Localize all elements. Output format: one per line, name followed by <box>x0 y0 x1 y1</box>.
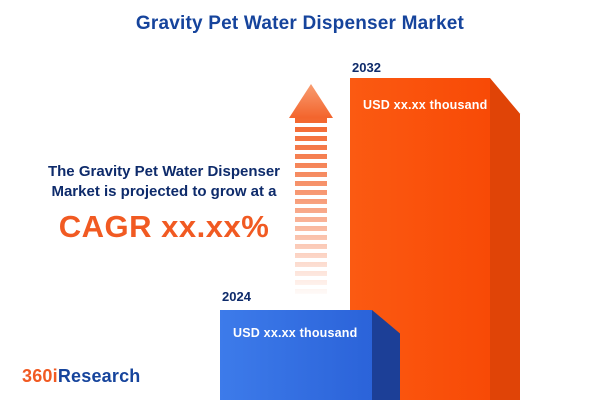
annotation-block: The Gravity Pet Water Dispenser Market i… <box>28 162 300 245</box>
cagr-value: CAGR xx.xx% <box>58 209 270 244</box>
bar-2024-year-label: 2024 <box>222 289 251 304</box>
arrow-striped-body <box>295 118 327 294</box>
brand-logo-suffix: Research <box>57 366 141 386</box>
growth-arrow-icon <box>289 84 333 296</box>
annotation-line1: The Gravity Pet Water Dispenser <box>47 163 281 180</box>
page-title: Gravity Pet Water Dispenser Market <box>135 13 465 34</box>
bar-2032-side-face <box>490 78 520 400</box>
bar-2032-value-label: USD xx.xx thousand <box>363 98 488 112</box>
bar-2024 <box>220 310 372 400</box>
bar-2032-year-label: 2032 <box>352 60 381 75</box>
annotation-line2: Market is projected to grow at a <box>51 183 277 200</box>
brand-logo-prefix: 360i <box>22 366 58 386</box>
arrow-head-icon <box>289 84 333 118</box>
brand-logo: 360iResearch <box>22 366 141 387</box>
bar-2024-value-label: USD xx.xx thousand <box>233 326 358 340</box>
